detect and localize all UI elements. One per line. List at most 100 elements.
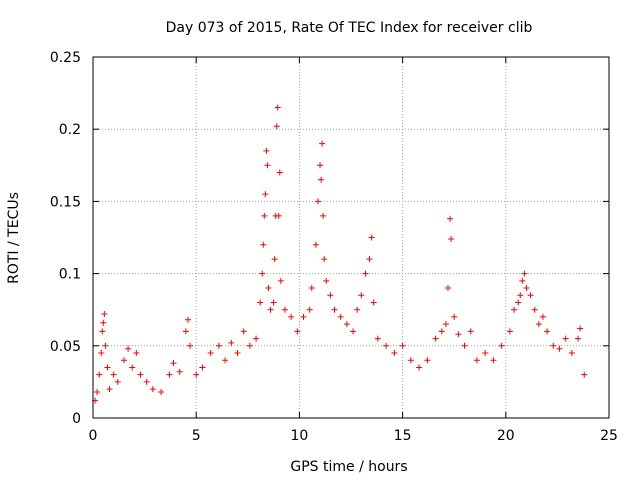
data-point <box>455 331 462 338</box>
data-point <box>99 328 106 335</box>
data-point <box>270 299 277 306</box>
data-point <box>312 241 319 248</box>
data-point <box>568 350 575 357</box>
data-point <box>544 328 551 335</box>
data-point <box>416 364 423 371</box>
x-tick-label: 10 <box>290 428 308 444</box>
data-point <box>467 328 474 335</box>
data-point <box>199 364 206 371</box>
data-point <box>318 176 325 183</box>
x-tick-label: 0 <box>89 428 98 444</box>
data-point <box>337 313 344 320</box>
data-point <box>193 371 200 378</box>
data-point <box>143 378 150 385</box>
data-point <box>506 328 513 335</box>
data-point <box>473 357 480 364</box>
data-point <box>101 311 108 318</box>
data-point <box>267 306 274 313</box>
data-point <box>260 241 267 248</box>
data-point <box>521 270 528 277</box>
data-points <box>92 104 588 404</box>
data-point <box>424 357 431 364</box>
data-point <box>432 335 439 342</box>
data-point <box>114 378 121 385</box>
data-point <box>234 350 241 357</box>
data-point <box>358 292 365 299</box>
data-point <box>517 292 524 299</box>
data-point <box>125 345 132 352</box>
data-point <box>407 357 414 364</box>
data-point <box>515 299 522 306</box>
data-point <box>399 342 406 349</box>
data-point <box>176 368 183 375</box>
data-point <box>149 386 156 393</box>
data-point <box>323 277 330 284</box>
data-point <box>261 212 268 219</box>
data-point <box>498 342 505 349</box>
data-point <box>321 256 328 263</box>
x-tick-label: 5 <box>192 428 201 444</box>
data-point <box>447 215 454 222</box>
data-point <box>253 335 260 342</box>
data-point <box>100 319 107 326</box>
data-point <box>240 328 247 335</box>
data-point <box>184 316 191 323</box>
data-point <box>277 277 284 284</box>
data-point <box>215 342 222 349</box>
data-point <box>448 235 455 242</box>
data-point <box>257 299 264 306</box>
data-point <box>300 313 307 320</box>
data-point <box>374 335 381 342</box>
y-tick-label: 0.1 <box>59 267 81 283</box>
data-point <box>370 299 377 306</box>
data-point <box>281 306 288 313</box>
data-point <box>511 306 518 313</box>
data-point <box>319 140 326 147</box>
data-point <box>314 198 321 205</box>
data-point <box>350 328 357 335</box>
data-point <box>562 335 569 342</box>
data-point <box>273 123 280 130</box>
data-point <box>207 350 214 357</box>
data-point <box>265 285 272 292</box>
data-point <box>102 342 109 349</box>
data-point <box>106 386 113 393</box>
data-point <box>438 328 445 335</box>
data-point <box>451 313 458 320</box>
chart-title: Day 073 of 2015, Rate Of TEC Index for r… <box>166 20 533 36</box>
data-point <box>263 147 270 154</box>
data-point <box>490 357 497 364</box>
data-point <box>535 321 542 328</box>
data-point <box>550 342 557 349</box>
data-point <box>94 389 101 396</box>
data-point <box>482 350 489 357</box>
data-point <box>104 364 111 371</box>
data-point <box>170 360 177 367</box>
data-point <box>158 389 165 396</box>
data-point <box>577 325 584 332</box>
data-point <box>129 364 136 371</box>
x-tick-label: 20 <box>497 428 515 444</box>
data-point <box>246 342 253 349</box>
data-point <box>531 306 538 313</box>
data-point <box>317 162 324 169</box>
y-tick-label: 0.05 <box>50 339 81 355</box>
x-axis-label: GPS time / hours <box>290 459 407 475</box>
data-point <box>187 342 194 349</box>
data-point <box>271 256 278 263</box>
data-point <box>581 371 588 378</box>
x-tick-label: 25 <box>600 428 618 444</box>
data-point <box>523 285 530 292</box>
data-point <box>539 313 546 320</box>
data-point <box>264 162 271 169</box>
data-point <box>110 371 117 378</box>
data-point <box>306 306 313 313</box>
data-point <box>137 371 144 378</box>
data-point <box>556 345 563 352</box>
data-point <box>327 292 334 299</box>
data-point <box>442 321 449 328</box>
data-point <box>461 342 468 349</box>
data-point <box>288 313 295 320</box>
